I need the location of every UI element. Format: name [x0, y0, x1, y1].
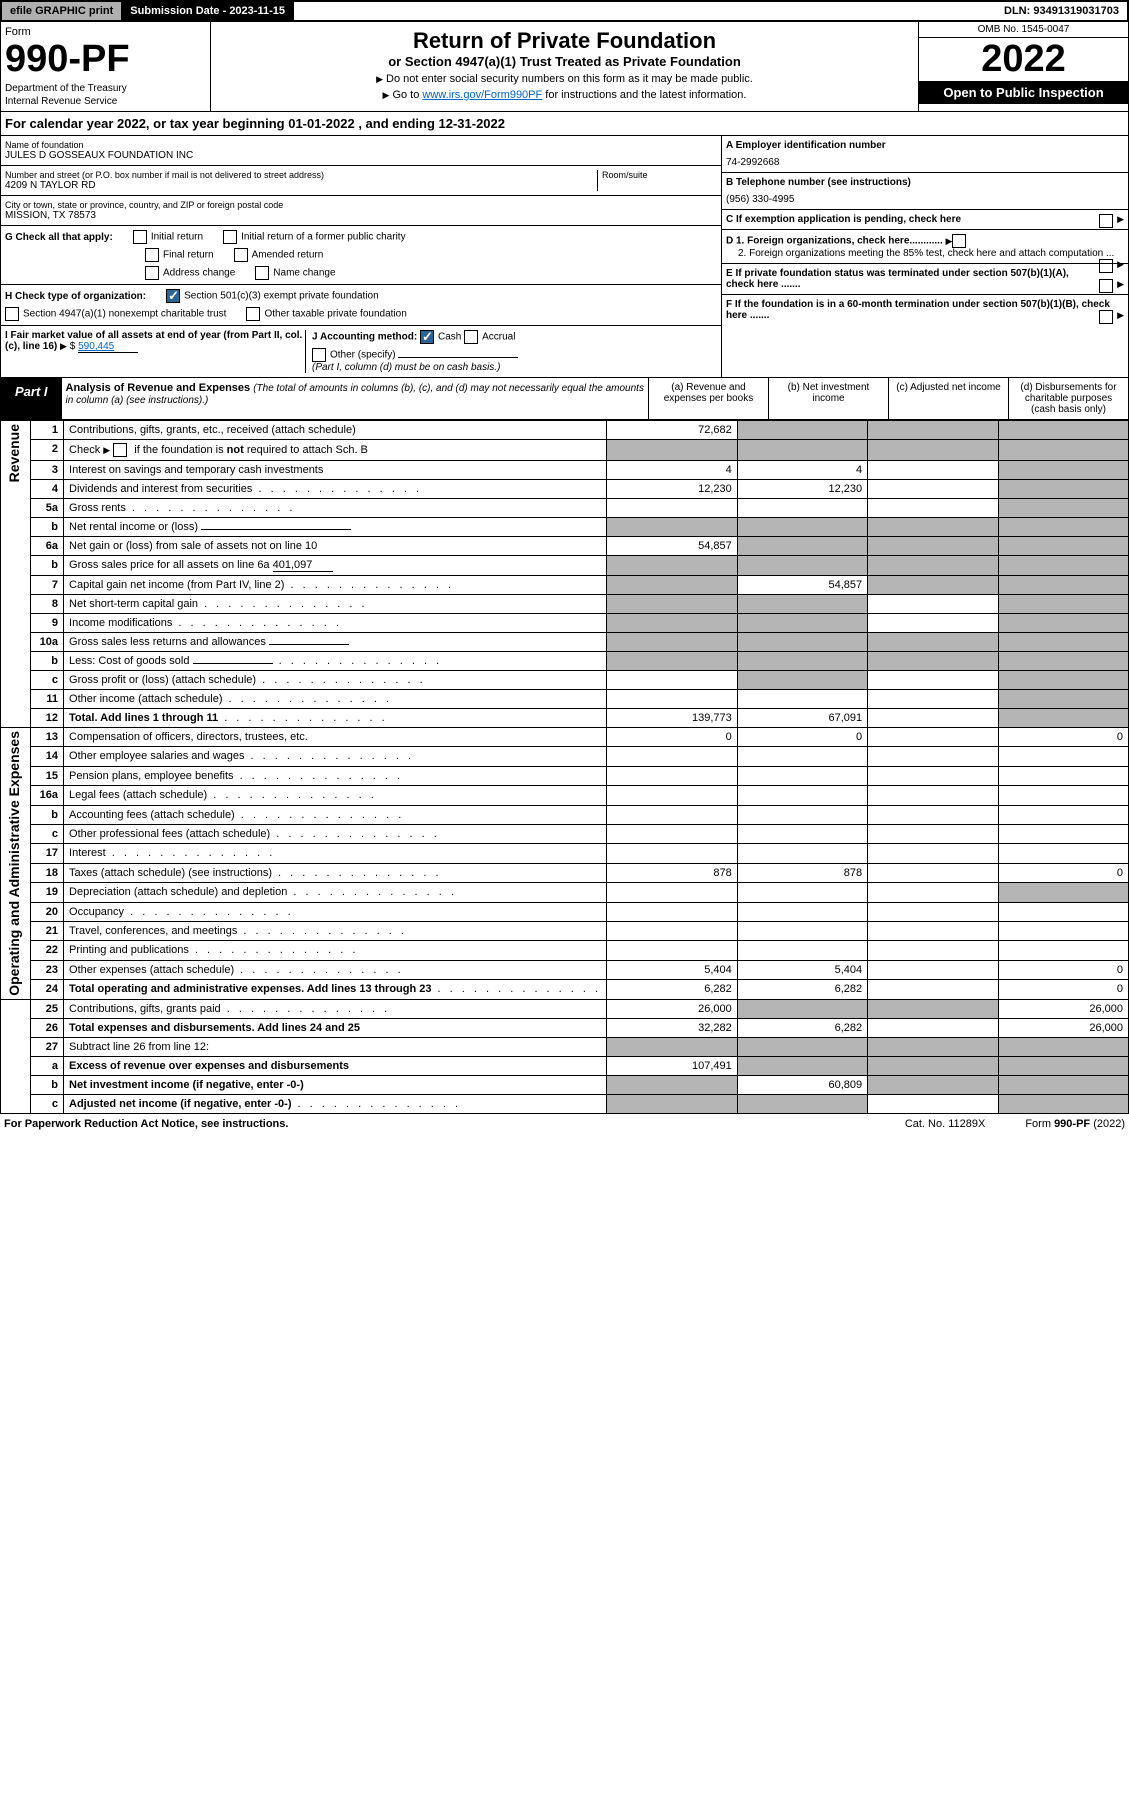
- expenses-side-label: Operating and Administrative Expenses: [6, 731, 22, 996]
- initial-former-checkbox[interactable]: [223, 230, 237, 244]
- address-change-checkbox[interactable]: [145, 266, 159, 280]
- initial-return-checkbox[interactable]: [133, 230, 147, 244]
- foundation-info: Name of foundation JULES D GOSSEAUX FOUN…: [0, 136, 1129, 378]
- tax-year: 2022: [919, 38, 1128, 81]
- f-checkbox[interactable]: [1099, 310, 1113, 324]
- form-header: Form 990-PF Department of the Treasury I…: [0, 22, 1129, 112]
- paperwork-notice: For Paperwork Reduction Act Notice, see …: [4, 1118, 288, 1130]
- irs-gov-link[interactable]: www.irs.gov/Form990PF: [422, 89, 542, 101]
- revenue-side-label: Revenue: [6, 424, 22, 482]
- other-taxable-checkbox[interactable]: [246, 307, 260, 321]
- city-label: City or town, state or province, country…: [5, 200, 717, 210]
- form-title: Return of Private Foundation: [217, 28, 912, 54]
- other-method-checkbox[interactable]: [312, 348, 326, 362]
- cash-checkbox[interactable]: [420, 330, 434, 344]
- instruction-link: Go to www.irs.gov/Form990PF for instruct…: [217, 89, 912, 101]
- d2-label: 2. Foreign organizations meeting the 85%…: [738, 248, 1124, 259]
- room-label: Room/suite: [602, 170, 717, 180]
- cat-number: Cat. No. 11289X: [905, 1118, 986, 1130]
- calendar-year-line: For calendar year 2022, or tax year begi…: [0, 112, 1129, 136]
- d1-checkbox[interactable]: [952, 234, 966, 248]
- submission-date-label: Submission Date - 2023-11-15: [122, 2, 294, 20]
- ein-value: 74-2992668: [726, 157, 1124, 168]
- final-return-checkbox[interactable]: [145, 248, 159, 262]
- instruction-ssn: Do not enter social security numbers on …: [217, 73, 912, 85]
- schb-checkbox[interactable]: [113, 443, 127, 457]
- d1-label: D 1. Foreign organizations, check here..…: [726, 236, 943, 247]
- foundation-name: JULES D GOSSEAUX FOUNDATION INC: [5, 150, 717, 161]
- name-change-checkbox[interactable]: [255, 266, 269, 280]
- f-label: F If the foundation is in a 60-month ter…: [726, 299, 1110, 321]
- form-footer-id: Form 990-PF (2022): [1025, 1118, 1125, 1130]
- col-a-header: (a) Revenue and expenses per books: [648, 378, 768, 419]
- col-d-header: (d) Disbursements for charitable purpose…: [1008, 378, 1128, 419]
- i-label: I Fair market value of all assets at end…: [5, 330, 302, 352]
- dept-treasury: Department of the Treasury: [5, 83, 206, 94]
- name-label: Name of foundation: [5, 140, 717, 150]
- foundation-city: MISSION, TX 78573: [5, 210, 717, 221]
- col-c-header: (c) Adjusted net income: [888, 378, 1008, 419]
- d2-checkbox[interactable]: [1099, 259, 1113, 273]
- c-checkbox[interactable]: [1099, 214, 1113, 228]
- page-footer: For Paperwork Reduction Act Notice, see …: [0, 1114, 1129, 1134]
- open-public-badge: Open to Public Inspection: [919, 81, 1128, 104]
- c-label: C If exemption application is pending, c…: [726, 214, 961, 225]
- 4947-checkbox[interactable]: [5, 307, 19, 321]
- amended-return-checkbox[interactable]: [234, 248, 248, 262]
- irs-label: Internal Revenue Service: [5, 96, 206, 107]
- accrual-checkbox[interactable]: [464, 330, 478, 344]
- part1-header: Part I Analysis of Revenue and Expenses …: [0, 378, 1129, 420]
- 501c3-checkbox[interactable]: [166, 289, 180, 303]
- j-label: J Accounting method:: [312, 332, 417, 343]
- e-label: E If private foundation status was termi…: [726, 268, 1069, 290]
- dln-value: DLN: 93491319031703: [996, 2, 1127, 20]
- efile-print-button[interactable]: efile GRAPHIC print: [2, 2, 122, 20]
- omb-number: OMB No. 1545-0047: [919, 22, 1128, 38]
- g-label: G Check all that apply:: [5, 232, 113, 243]
- ein-label: A Employer identification number: [726, 140, 886, 151]
- h-label: H Check type of organization:: [5, 291, 146, 302]
- part1-tag: Part I: [1, 378, 62, 419]
- part1-title: Analysis of Revenue and Expenses: [66, 382, 251, 394]
- col-b-header: (b) Net investment income: [768, 378, 888, 419]
- e-checkbox[interactable]: [1099, 279, 1113, 293]
- form-number: 990-PF: [5, 38, 206, 81]
- tel-value: (956) 330-4995: [726, 194, 1124, 205]
- tel-label: B Telephone number (see instructions): [726, 177, 911, 188]
- fmv-link[interactable]: 590,445: [78, 341, 138, 353]
- form-subtitle: or Section 4947(a)(1) Trust Treated as P…: [217, 54, 912, 69]
- form-word: Form: [5, 26, 206, 38]
- foundation-address: 4209 N TAYLOR RD: [5, 180, 597, 191]
- part1-table: Revenue 1Contributions, gifts, grants, e…: [0, 420, 1129, 1114]
- j-note: (Part I, column (d) must be on cash basi…: [312, 362, 717, 373]
- top-bar: efile GRAPHIC print Submission Date - 20…: [0, 0, 1129, 22]
- addr-label: Number and street (or P.O. box number if…: [5, 170, 597, 180]
